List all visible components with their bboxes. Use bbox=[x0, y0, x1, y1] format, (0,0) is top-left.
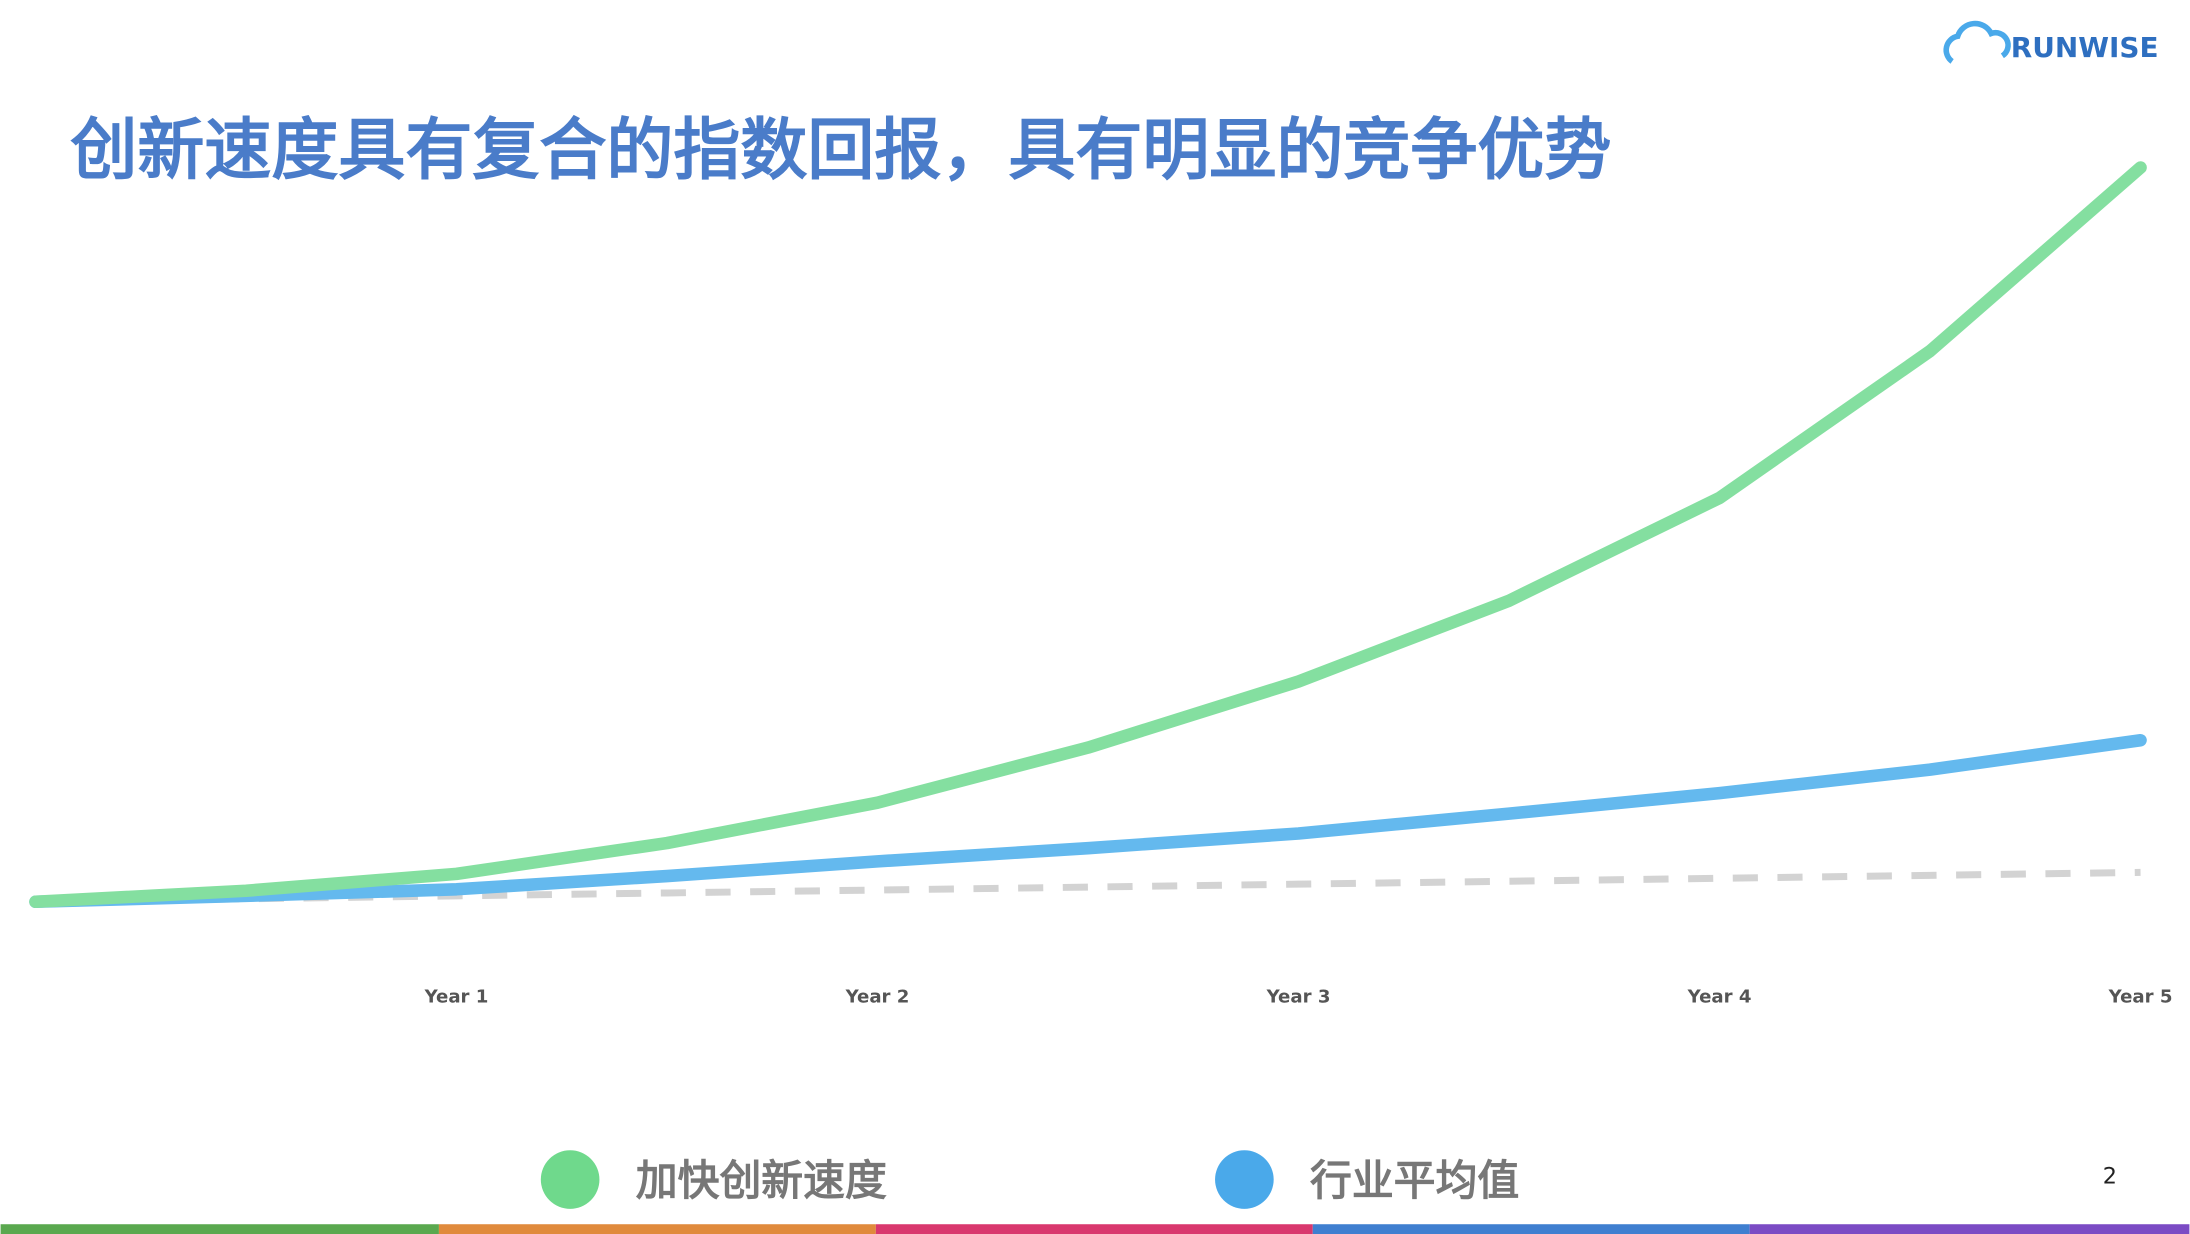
bar-segment bbox=[438, 1224, 876, 1234]
legend-marker bbox=[1215, 1150, 1274, 1209]
logo-icon bbox=[1943, 20, 2011, 64]
bar-segment bbox=[0, 1224, 439, 1234]
legend-marker bbox=[540, 1150, 600, 1209]
legend-label: 加快创新速度 bbox=[636, 1156, 887, 1205]
series-line bbox=[35, 868, 2141, 906]
x-tick-label: Year 4 bbox=[1687, 986, 1752, 1007]
plot: Year 1 Year 2 Year 3 Year 4 Year 5 加快创新速度 行业平均… bbox=[29, 161, 2173, 1209]
bar-segment bbox=[1749, 1224, 2190, 1234]
x-tick-label: Year 3 bbox=[1266, 986, 1331, 1007]
page-number: 2 bbox=[2103, 1164, 2117, 1190]
x-tick-label: Year 5 bbox=[2108, 986, 2173, 1007]
logo-text: RUNWISE bbox=[2011, 31, 2159, 64]
logo: RUNWISE bbox=[1943, 20, 2159, 64]
bar-segment bbox=[1312, 1224, 1750, 1234]
bar-segment bbox=[875, 1224, 1313, 1234]
x-tick-label: Year 1 bbox=[424, 986, 489, 1007]
series-line bbox=[29, 733, 2147, 909]
x-tick-label: Year 2 bbox=[845, 986, 910, 1007]
series-line bbox=[29, 161, 2147, 909]
bottom-bar bbox=[0, 1224, 2190, 1234]
chart-title: 创新速度具有复合的指数回报，具有明显的竞争优势 bbox=[70, 111, 1611, 189]
legend-label: 行业平均值 bbox=[1310, 1156, 1519, 1205]
